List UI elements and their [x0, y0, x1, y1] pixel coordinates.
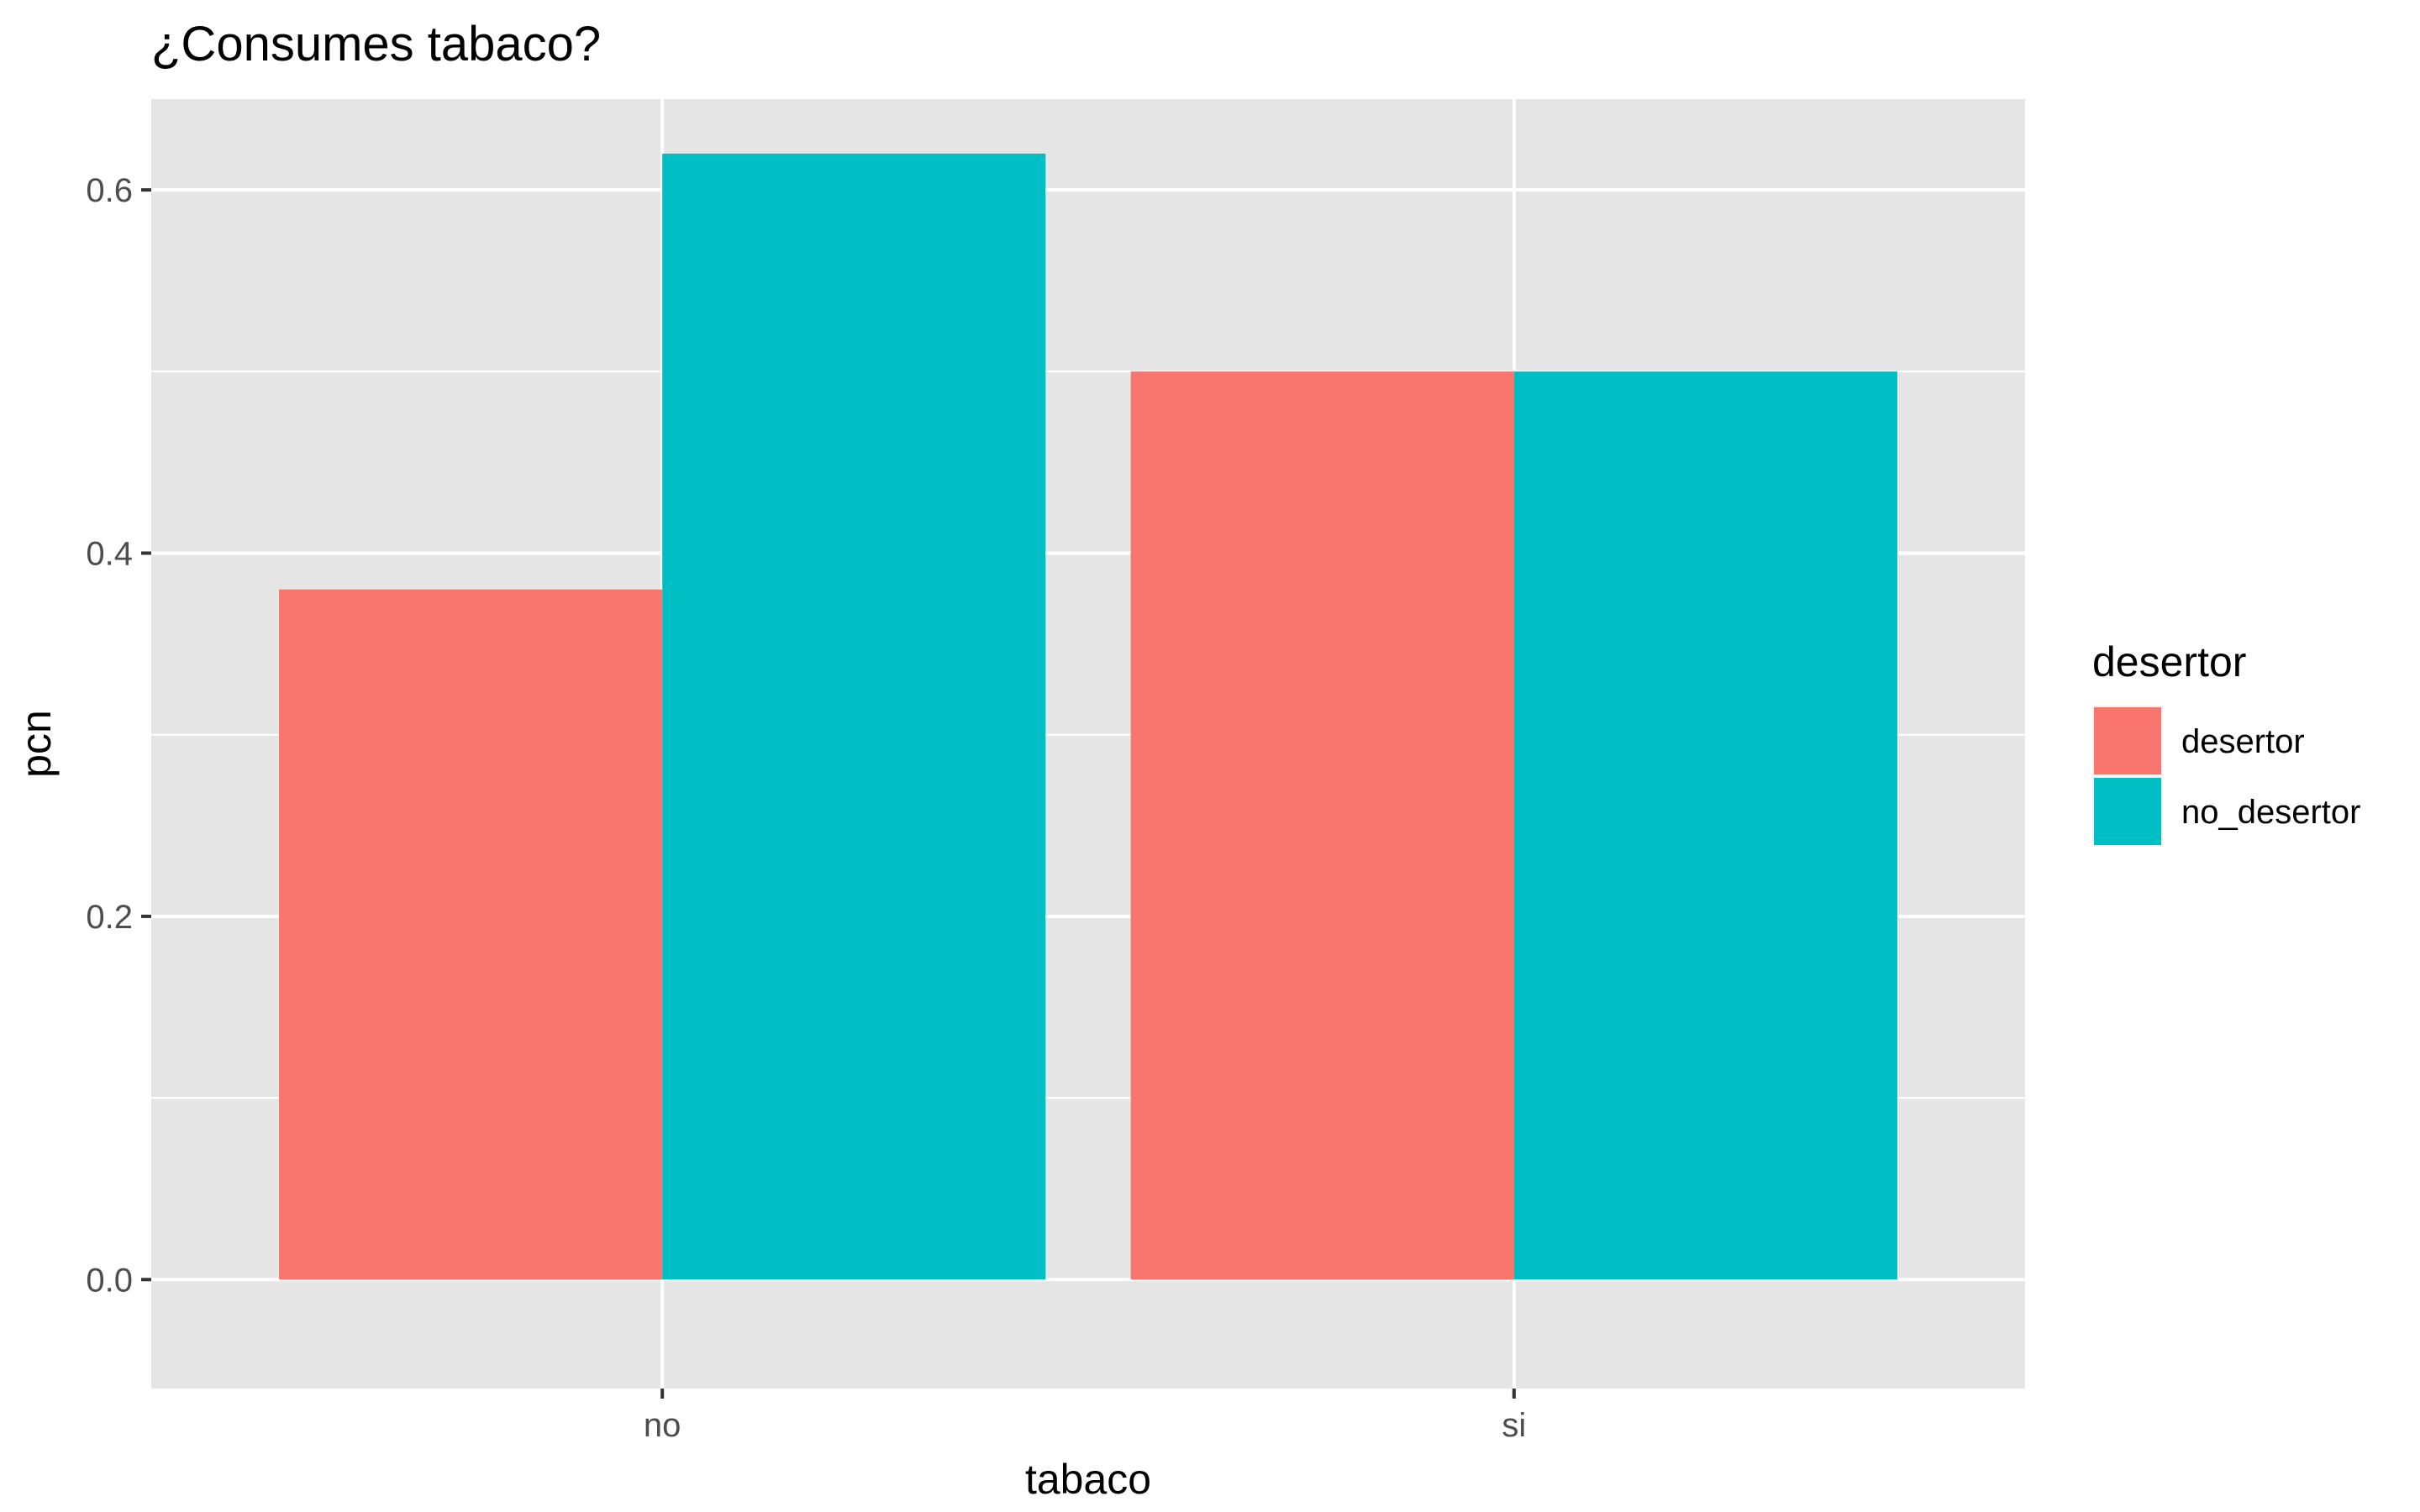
chart-title: ¿Consumes tabaco? — [151, 17, 601, 71]
bar-desertor-si — [1130, 371, 1514, 1280]
x-tick-label: no — [644, 1407, 681, 1444]
legend-label: no_desertor — [2181, 794, 2360, 831]
legend: desertor desertor no_desertor — [2092, 638, 2360, 847]
y-tick-label: 0.6 — [86, 172, 133, 209]
y-axis: 0.0 0.2 0.4 0.6 — [86, 172, 151, 1299]
x-tick-label: si — [1502, 1407, 1526, 1444]
y-tick-label: 0.0 — [86, 1262, 133, 1299]
y-axis-label: pcn — [13, 710, 60, 778]
legend-swatch-no_desertor — [2094, 778, 2161, 845]
x-axis-label: tabaco — [1025, 1456, 1151, 1503]
bar-desertor-no — [279, 589, 663, 1280]
bar-no_desertor-no — [662, 153, 1046, 1280]
legend-title: desertor — [2092, 638, 2246, 685]
legend-swatch-desertor — [2094, 707, 2161, 774]
y-tick-label: 0.2 — [86, 899, 133, 936]
x-axis: no si — [644, 1389, 1526, 1444]
legend-label: desertor — [2181, 723, 2305, 760]
bars — [279, 153, 1897, 1280]
y-tick-label: 0.4 — [86, 535, 133, 572]
bar-no_desertor-si — [1513, 371, 1897, 1280]
